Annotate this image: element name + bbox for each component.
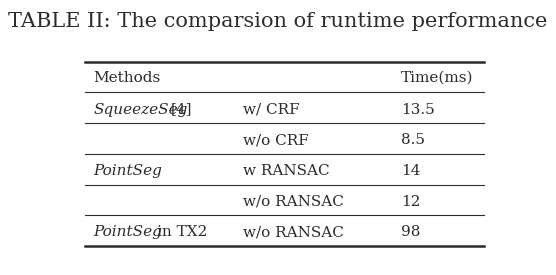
Text: 8.5: 8.5: [401, 133, 425, 147]
Text: w/o CRF: w/o CRF: [243, 133, 309, 147]
Text: Methods: Methods: [93, 70, 161, 84]
Text: w/o RANSAC: w/o RANSAC: [243, 225, 344, 239]
Text: 14: 14: [401, 164, 420, 178]
Text: SqueezeSeg: SqueezeSeg: [93, 103, 188, 117]
Text: in TX2: in TX2: [157, 225, 207, 239]
Text: w/o RANSAC: w/o RANSAC: [243, 194, 344, 208]
Text: PointSeg: PointSeg: [93, 164, 162, 178]
Text: 98: 98: [401, 225, 420, 239]
Text: PointSeg: PointSeg: [93, 225, 162, 239]
Text: [4]: [4]: [170, 103, 192, 117]
Text: Time(ms): Time(ms): [401, 70, 474, 84]
Text: w/ CRF: w/ CRF: [243, 103, 300, 117]
Text: TABLE II: The comparsion of runtime performance: TABLE II: The comparsion of runtime perf…: [8, 12, 548, 31]
Text: 13.5: 13.5: [401, 103, 435, 117]
Text: w RANSAC: w RANSAC: [243, 164, 330, 178]
Text: 12: 12: [401, 194, 420, 208]
